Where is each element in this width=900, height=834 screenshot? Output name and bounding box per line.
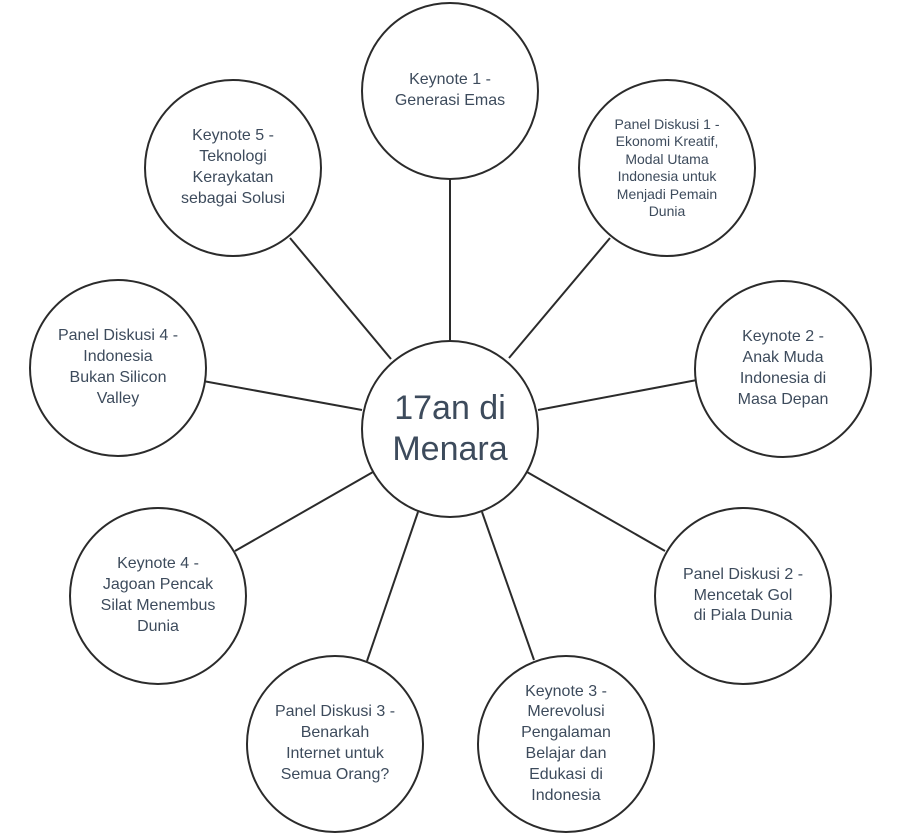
connector-keynote-4: [234, 471, 374, 552]
node-keynote-5: Keynote 5 - Teknologi Keraykatan sebagai…: [144, 79, 322, 257]
node-panel-diskusi-1: Panel Diskusi 1 - Ekonomi Kreatif, Modal…: [578, 79, 756, 257]
connector-keynote-5: [289, 237, 392, 360]
node-keynote-3: Keynote 3 - Merevolusi Pengalaman Belaja…: [477, 655, 655, 833]
connector-keynote-2: [537, 379, 698, 411]
node-keynote-1-label: Keynote 1 - Generasi Emas: [394, 71, 506, 109]
node-panel-diskusi-2: Panel Diskusi 2 - Mencetak Gol di Piala …: [654, 507, 832, 685]
node-keynote-4: Keynote 4 - Jagoan Pencak Silat Menembus…: [69, 507, 247, 685]
node-panel-diskusi-2-label: Panel Diskusi 2 - Mencetak Gol di Piala …: [682, 565, 804, 625]
connector-keynote-3: [481, 511, 535, 661]
node-keynote-4-label: Keynote 4 - Jagoan Pencak Silat Menembus…: [100, 555, 216, 635]
node-keynote-3-label: Keynote 3 - Merevolusi Pengalaman Belaja…: [521, 682, 611, 804]
node-panel-diskusi-1-label: Panel Diskusi 1 - Ekonomi Kreatif, Modal…: [614, 115, 720, 220]
center-node: 17an di Menara: [361, 340, 539, 518]
node-panel-diskusi-3-label: Panel Diskusi 3 - Benarkah Internet untu…: [274, 703, 396, 783]
node-panel-diskusi-4: Panel Diskusi 4 - Indonesia Bukan Silico…: [29, 279, 207, 457]
node-keynote-2: Keynote 2 - Anak Muda Indonesia di Masa …: [694, 280, 872, 458]
node-keynote-5-label: Keynote 5 - Teknologi Keraykatan sebagai…: [180, 127, 286, 207]
center-node-label: 17an di Menara: [392, 389, 508, 468]
node-keynote-2-label: Keynote 2 - Anak Muda Indonesia di Masa …: [737, 328, 829, 408]
node-keynote-1: Keynote 1 - Generasi Emas: [361, 2, 539, 180]
connector-panel-diskusi-3: [366, 511, 419, 662]
connector-panel-diskusi-4: [202, 380, 363, 411]
node-panel-diskusi-4-label: Panel Diskusi 4 - Indonesia Bukan Silico…: [57, 327, 179, 407]
node-panel-diskusi-3: Panel Diskusi 3 - Benarkah Internet untu…: [246, 655, 424, 833]
connector-panel-diskusi-1: [508, 237, 611, 359]
connector-panel-diskusi-2: [526, 471, 666, 552]
